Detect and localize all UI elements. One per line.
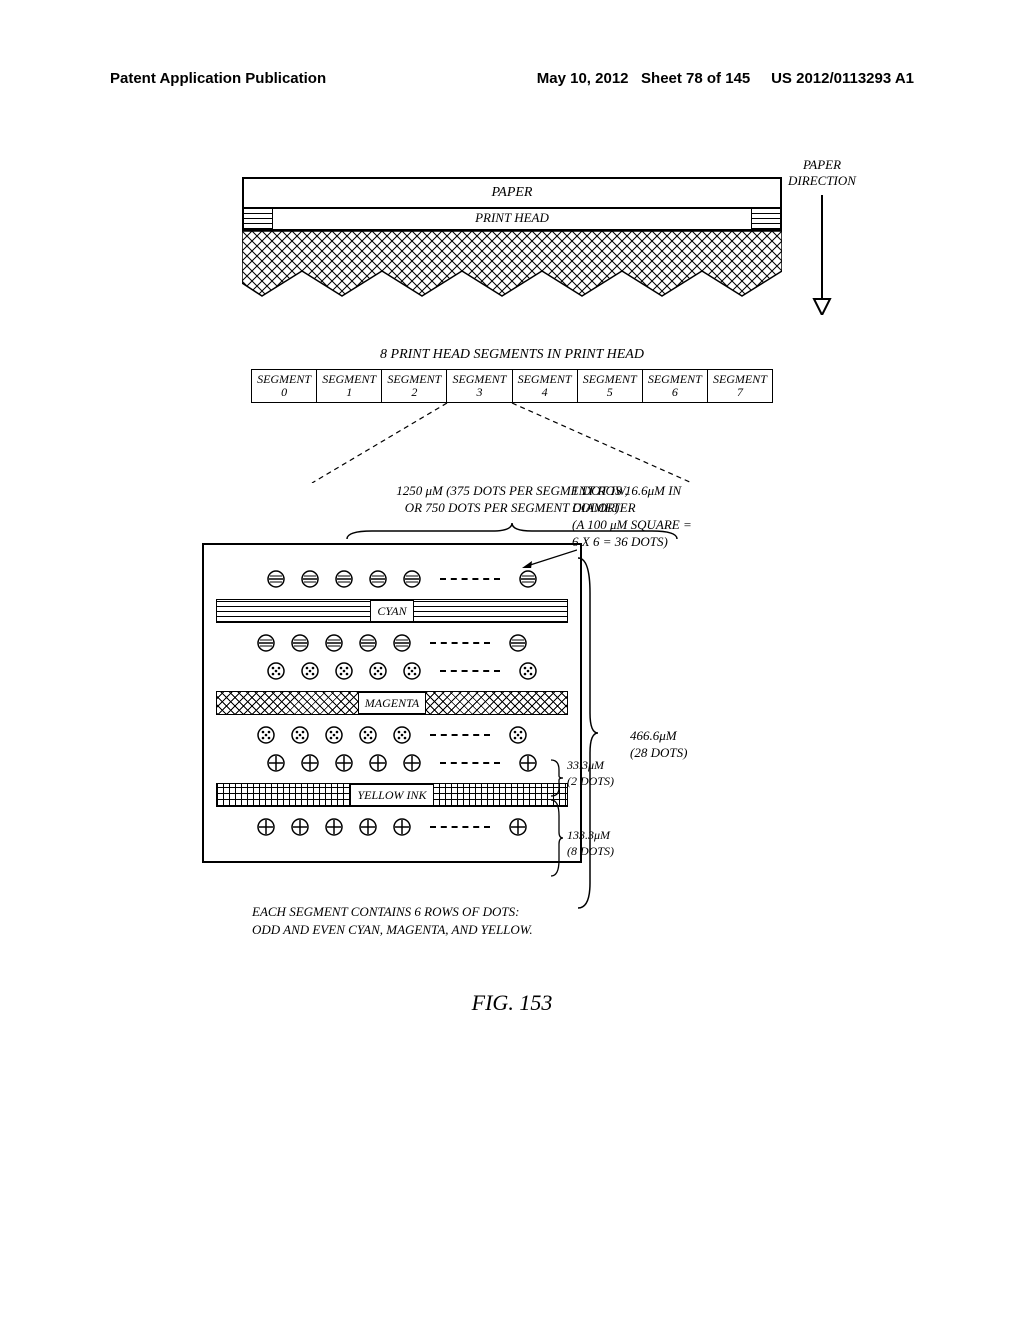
printhead-hatch-wave — [242, 231, 782, 301]
segment-cell: SEGMENT1 — [317, 370, 382, 402]
segments-row: SEGMENT0 SEGMENT1 SEGMENT2 SEGMENT3 SEGM… — [251, 369, 773, 403]
printhead-bar: PRINT HEAD — [242, 207, 782, 231]
page-header: Patent Application Publication May 10, 2… — [110, 70, 914, 87]
nozzle-icon — [358, 725, 378, 745]
figure-caption: FIG. 153 — [110, 990, 914, 1016]
printhead-left-cap — [244, 209, 273, 229]
height-33-annot: 33.3μM (2 DOTS) — [567, 758, 817, 789]
header-left: Patent Application Publication — [110, 70, 326, 87]
nozzle-icon — [256, 725, 276, 745]
nozzle-icon — [334, 569, 354, 589]
cyan-even-row — [212, 633, 572, 653]
yellow-even-row — [212, 817, 572, 837]
height-total-annot: 466.6μM (28 DOTS) — [630, 573, 880, 762]
nozzle-icon — [256, 633, 276, 653]
nozzle-icon — [266, 753, 286, 773]
yellow-bar: YELLOW INK — [216, 783, 568, 807]
nozzle-icon — [300, 753, 320, 773]
fanout-lines — [252, 403, 772, 483]
header-date: May 10, 2012 — [537, 70, 629, 87]
magenta-bar: MAGENTA — [216, 691, 568, 715]
segment-cell: SEGMENT0 — [252, 370, 317, 402]
segment-cell: SEGMENT4 — [513, 370, 578, 402]
ellipsis-icon — [430, 642, 490, 644]
nozzle-icon — [402, 661, 422, 681]
nozzle-icon — [508, 817, 528, 837]
header-right: May 10, 2012 Sheet 78 of 145 US 2012/011… — [537, 70, 914, 87]
nozzle-icon — [368, 753, 388, 773]
footnote: EACH SEGMENT CONTAINS 6 ROWS OF DOTS: OD… — [252, 903, 772, 939]
nozzle-icon — [392, 633, 412, 653]
nozzle-icon — [402, 569, 422, 589]
nozzle-icon — [508, 633, 528, 653]
yellow-odd-row — [212, 753, 572, 773]
magenta-odd-row — [212, 661, 572, 681]
ellipsis-icon — [440, 762, 500, 764]
height-133-annot: 133.3μM (8 DOTS) — [567, 803, 817, 859]
nozzle-icon — [266, 661, 286, 681]
segment-cell: SEGMENT6 — [643, 370, 708, 402]
nozzle-icon — [300, 661, 320, 681]
nozzle-icon — [518, 753, 538, 773]
segment-detail: 1250 μM (375 DOTS PER SEGMENT ROW, OR 75… — [152, 483, 872, 863]
paper-direction-text: PAPER DIRECTION — [777, 157, 867, 189]
arrow-down-icon — [809, 195, 835, 315]
nozzle-icon — [368, 661, 388, 681]
ellipsis-icon — [430, 734, 490, 736]
nozzle-icon — [368, 569, 388, 589]
segment-cell: SEGMENT2 — [382, 370, 447, 402]
nozzle-icon — [290, 633, 310, 653]
nozzle-icon — [334, 661, 354, 681]
nozzle-icon — [402, 753, 422, 773]
header-pubno: US 2012/0113293 A1 — [771, 70, 914, 87]
nozzle-icon — [508, 725, 528, 745]
magenta-even-row — [212, 725, 572, 745]
nozzle-icon — [392, 725, 412, 745]
segment-cell: SEGMENT3 — [447, 370, 512, 402]
printhead-label: PRINT HEAD — [475, 210, 549, 225]
nozzle-icon — [256, 817, 276, 837]
header-sheet: Sheet 78 of 145 — [641, 70, 750, 87]
nozzle-icon — [324, 725, 344, 745]
patent-page: Patent Application Publication May 10, 2… — [0, 0, 1024, 1076]
dot-diameter-annot: 1 DOT IS 16.6μM IN DIAMETER (A 100 μM SQ… — [572, 483, 822, 551]
paper-label: PAPER — [492, 185, 533, 200]
nozzle-icon — [392, 817, 412, 837]
nozzle-icon — [266, 569, 286, 589]
cyan-odd-row — [212, 569, 572, 589]
cyan-bar: CYAN — [216, 599, 568, 623]
ellipsis-icon — [440, 670, 500, 672]
nozzle-icon — [290, 817, 310, 837]
nozzle-icon — [324, 633, 344, 653]
nozzle-icon — [358, 817, 378, 837]
nozzle-icon — [518, 661, 538, 681]
segment-box: CYAN MAGENTA — [202, 543, 582, 863]
nozzle-icon — [518, 569, 538, 589]
ellipsis-icon — [440, 578, 500, 580]
paper-rect: PAPER — [242, 177, 782, 207]
nozzle-icon — [324, 817, 344, 837]
paper-direction-label: PAPER DIRECTION — [777, 157, 867, 315]
segments-caption: 8 PRINT HEAD SEGMENTS IN PRINT HEAD — [242, 347, 782, 363]
segment-cell: SEGMENT7 — [708, 370, 772, 402]
printhead-right-cap — [751, 209, 780, 229]
nozzle-icon — [290, 725, 310, 745]
nozzle-icon — [334, 753, 354, 773]
paper-printhead-block: PAPER DIRECTION PAPER PRINT HEAD — [242, 177, 782, 307]
nozzle-icon — [358, 633, 378, 653]
ellipsis-icon — [430, 826, 490, 828]
nozzle-icon — [300, 569, 320, 589]
segment-cell: SEGMENT5 — [578, 370, 643, 402]
